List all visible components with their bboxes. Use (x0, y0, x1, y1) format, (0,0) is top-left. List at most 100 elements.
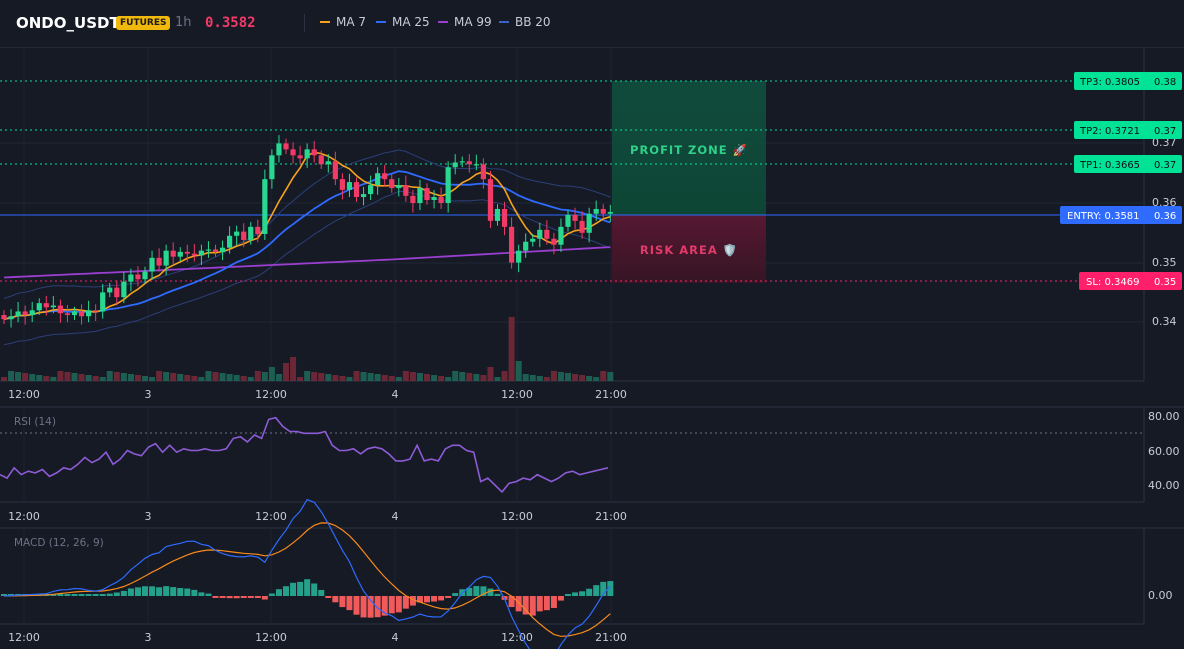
macd-hist-bar (134, 587, 141, 596)
macd-hist-bar (268, 593, 275, 596)
macd-hist-bar (374, 596, 381, 618)
bb20-swatch (499, 21, 509, 23)
macd-hist-bar (191, 589, 198, 596)
volume-bar (565, 373, 571, 381)
macd-hist-bar (607, 581, 614, 596)
candle-body (290, 149, 296, 156)
volume-bar (607, 372, 614, 381)
candle-body (473, 164, 479, 166)
entry-tag-axis: 0.36 (1154, 211, 1176, 222)
volume-bar (99, 377, 106, 381)
candle-body (431, 197, 437, 201)
candle-body (452, 162, 458, 168)
rsi-title: RSI (14) (14, 416, 56, 428)
candle-body (248, 226, 254, 240)
legend-bb20[interactable]: BB 20 (499, 15, 551, 29)
entry-tag: ENTRY: 0.3581 0.36 (1060, 206, 1182, 224)
macd-hist-bar (283, 586, 289, 596)
symbol-label[interactable]: ONDO_USDT (16, 14, 120, 32)
macd-hist-bar (452, 593, 459, 596)
volume-bar (304, 371, 311, 381)
ma99-swatch (438, 21, 448, 23)
macd-hist-bar (219, 596, 226, 598)
macd-hist-bar (142, 586, 148, 596)
volume-bar (529, 375, 536, 381)
candle-body (389, 179, 395, 189)
volume-bar (572, 374, 579, 381)
candle-body (156, 257, 162, 266)
candle-body (191, 253, 197, 256)
volume-bar (64, 372, 71, 381)
candle-body (78, 311, 85, 317)
volume-bar (586, 376, 593, 381)
volume-bar (332, 375, 339, 381)
price-tick: 0.36 (1152, 196, 1177, 209)
macd-signal-line (3, 522, 611, 637)
price-tick: 0.34 (1152, 315, 1177, 328)
bb-upper (3, 149, 611, 299)
macd-hist-bar (536, 596, 543, 612)
candle-body (551, 238, 557, 245)
volume-bar (416, 373, 423, 381)
macd-hist-bar (494, 593, 501, 596)
volume-bar (184, 375, 191, 381)
candle-body (558, 226, 564, 245)
volume-bar (22, 373, 29, 381)
volume-bar (473, 374, 480, 381)
volume-bar (452, 371, 459, 381)
time-tick: 12:00 (8, 510, 40, 523)
volume-bar (543, 377, 550, 381)
rsi-tick: 40.00 (1148, 479, 1180, 492)
macd-histogram (1, 579, 614, 618)
candle-body (424, 188, 430, 201)
legend-ma99[interactable]: MA 99 (438, 15, 492, 29)
macd-hist-bar (339, 596, 346, 608)
volume-bar (494, 377, 501, 381)
interval-selector[interactable]: 1h (175, 15, 192, 30)
time-tick: 12:00 (255, 388, 287, 401)
macd-hist-bar (431, 596, 438, 602)
volume-bar (409, 372, 416, 381)
macd-hist-bar (226, 596, 233, 599)
macd-hist-bar (1, 594, 7, 596)
macd-hist-bar (170, 587, 177, 596)
candle-body (544, 229, 550, 239)
volume-bar (198, 377, 205, 381)
macd-hist-bar (78, 594, 85, 596)
volume-bar (92, 376, 99, 381)
volume-bar (275, 374, 282, 381)
legend-ma7[interactable]: MA 7 (320, 15, 366, 29)
macd-hist-bar (353, 596, 360, 615)
macd-hist-bar (572, 592, 579, 596)
candle-body (57, 305, 63, 314)
candle-body (417, 188, 423, 203)
volume-bar (240, 376, 247, 381)
price-axis[interactable]: 0.37 0.36 0.35 0.34 (1152, 136, 1177, 328)
volume-bar (381, 375, 388, 381)
volume-bar (226, 374, 233, 381)
last-price: 0.3582 (205, 15, 256, 31)
ma25-line (3, 170, 611, 321)
candle-body (396, 185, 402, 189)
volume-bar (43, 376, 50, 381)
candle-body (219, 247, 226, 252)
volume-bar (353, 371, 360, 381)
volume-bar (557, 372, 564, 381)
macd-hist-bar (8, 594, 15, 596)
ma7-line (3, 151, 611, 320)
chart-header: ONDO_USDT FUTURES 1h 0.3582 MA 7 MA 25 M… (0, 0, 1184, 48)
price-tick: 0.35 (1152, 256, 1177, 269)
volume-bar (71, 373, 78, 381)
tp1-tag-label: TP1: 0.3665 (1079, 160, 1140, 171)
entry-tag-label: ENTRY: 0.3581 (1067, 211, 1140, 222)
volume-bar (134, 375, 141, 381)
volume-bar (247, 377, 254, 381)
time-tick: 12:00 (255, 631, 287, 644)
candle-body (100, 292, 106, 312)
candle-body (593, 208, 599, 214)
candle-body (509, 226, 515, 263)
legend-ma25[interactable]: MA 25 (376, 15, 430, 29)
macd-tick: 0.00 (1148, 589, 1173, 602)
macd-hist-bar (127, 588, 134, 596)
